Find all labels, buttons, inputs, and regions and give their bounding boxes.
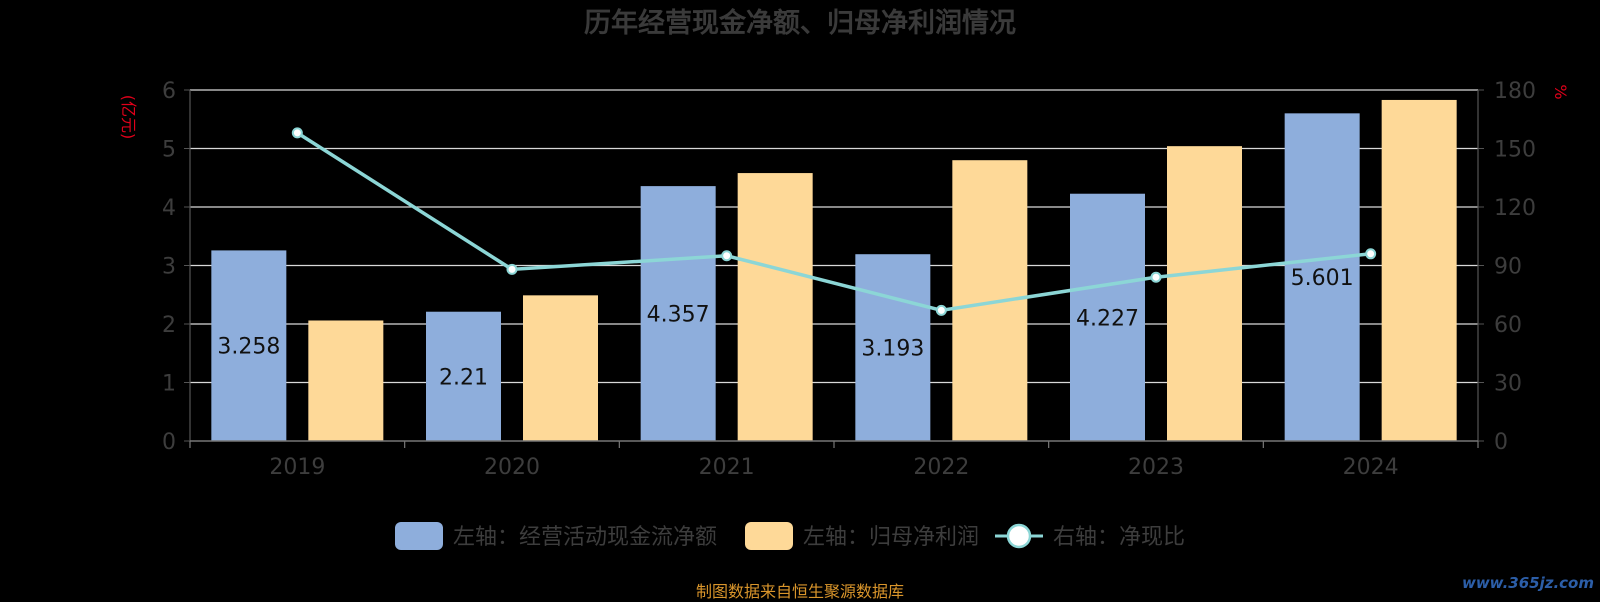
bar-netprofit: [737, 173, 813, 441]
bar-cashflow: [211, 250, 287, 441]
bar-data-label: 2.21: [439, 365, 488, 390]
ratio-point: [291, 127, 303, 139]
watermark: www.365jz.com: [1461, 574, 1594, 592]
bar-data-label: 3.193: [861, 337, 924, 362]
bar-data-label: 3.258: [217, 335, 280, 360]
right-tick-label: 30: [1494, 372, 1522, 397]
bar-netprofit: [1381, 99, 1457, 441]
ratio-point: [1150, 271, 1162, 283]
bar-data-label: 4.357: [647, 303, 710, 328]
x-tick-label: 2023: [1128, 455, 1184, 480]
x-tick-label: 2022: [913, 455, 969, 480]
legend-label: 左轴：归母净利润: [803, 525, 979, 550]
x-tick-label: 2019: [269, 455, 325, 480]
legend[interactable]: 左轴：经营活动现金流净额 左轴：归母净利润 右轴：净现比: [395, 522, 1185, 550]
left-tick-label: 6: [162, 79, 176, 104]
legend-swatch: [745, 522, 793, 550]
right-tick-label: 0: [1494, 430, 1508, 455]
bar-data-label: 4.227: [1076, 306, 1139, 331]
right-tick-label: 90: [1494, 255, 1522, 280]
x-tick-label: 2020: [484, 455, 540, 480]
chart-title: 历年经营现金净额、归母净利润情况: [584, 7, 1016, 39]
source-note: 制图数据来自恒生聚源数据库: [695, 582, 904, 601]
ratio-line-path: [296, 131, 1371, 313]
bar-cashflow: [640, 186, 716, 441]
bar-netprofit: [952, 160, 1028, 441]
grid: [190, 89, 1478, 384]
bar-data-label: 5.601: [1291, 266, 1354, 291]
right-tick-label: 120: [1494, 196, 1536, 221]
right-tick-label: 150: [1494, 138, 1536, 163]
ratio-line: [291, 127, 1377, 316]
bar-cashflow: [1070, 193, 1145, 441]
legend-label: 左轴：经营活动现金流净额: [453, 525, 717, 550]
bar-netprofit: [308, 320, 384, 441]
left-tick-label: 4: [162, 196, 176, 221]
bar-cashflow: [1284, 113, 1360, 442]
bar-cashflow: [855, 254, 931, 441]
left-tick-label: 2: [162, 313, 176, 338]
data-labels: 3.258 2.21 4.357 3.193 4.227 5.601: [217, 266, 1353, 390]
x-tick-label: 2024: [1343, 455, 1399, 480]
bars: [211, 99, 1457, 442]
x-tick-label: 2021: [699, 455, 755, 480]
right-axis-unit: %: [1551, 84, 1570, 99]
bar-cashflow: [426, 311, 501, 441]
legend-marker: [1006, 523, 1032, 549]
legend-swatch: [395, 522, 443, 550]
bar-netprofit: [523, 295, 598, 441]
ratio-point: [506, 263, 518, 275]
left-tick-label: 1: [162, 372, 176, 397]
left-tick-label: 5: [162, 138, 176, 163]
left-tick-label: 0: [162, 430, 176, 455]
left-axis-unit: (亿元): [119, 95, 138, 140]
right-tick-label: 180: [1494, 79, 1536, 104]
ratio-point: [1365, 248, 1377, 260]
legend-label: 右轴：净现比: [1053, 525, 1185, 550]
ratio-point: [721, 250, 733, 262]
right-tick-label: 60: [1494, 313, 1522, 338]
bar-netprofit: [1167, 146, 1242, 441]
left-tick-label: 3: [162, 255, 176, 280]
ratio-point: [935, 304, 947, 316]
